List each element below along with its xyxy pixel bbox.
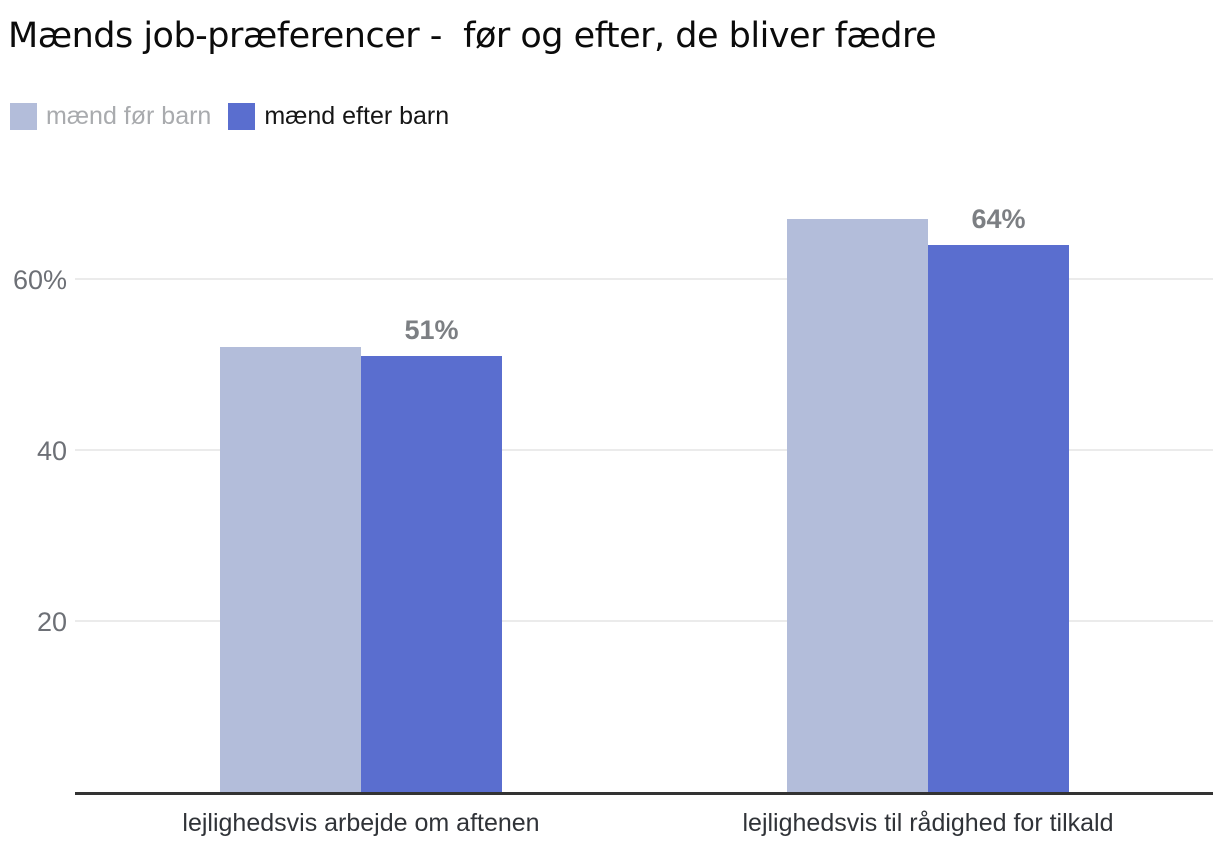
category-label-1: lejlighedsvis arbejde om aftenen xyxy=(182,809,540,837)
legend-item-maend-efter-barn[interactable]: mænd efter barn xyxy=(228,103,449,130)
legend: mænd før barn mænd efter barn xyxy=(10,103,449,130)
y-tick-label-20: 20 xyxy=(36,607,67,637)
legend-swatch-efter-barn xyxy=(228,103,256,130)
bar-maend-foer-barn-group1[interactable] xyxy=(220,347,361,792)
gridline-60 xyxy=(75,278,1213,280)
legend-label-efter-barn: mænd efter barn xyxy=(264,102,450,130)
y-tick-label-40: 40 xyxy=(36,436,67,466)
chart-title: Mænds job-præferencer - før og efter, de… xyxy=(8,16,937,56)
legend-item-maend-foer-barn[interactable]: mænd før barn xyxy=(10,103,211,130)
gridline-20 xyxy=(75,620,1213,622)
legend-swatch-foer-barn xyxy=(10,103,37,130)
bar-value-label-maend-efter-barn-group2: 64% xyxy=(971,203,1026,234)
gridline-40 xyxy=(75,449,1213,451)
bar-maend-foer-barn-group2[interactable] xyxy=(787,219,928,792)
bar-value-label-maend-efter-barn-group1: 51% xyxy=(404,314,459,345)
y-tick-label-60: 60% xyxy=(12,265,67,295)
bar-maend-efter-barn-group1[interactable] xyxy=(361,355,502,792)
bar-maend-efter-barn-group2[interactable] xyxy=(928,244,1069,792)
x-axis-line xyxy=(75,792,1213,795)
category-label-2: lejlighedsvis til rådighed for tilkald xyxy=(742,809,1114,837)
legend-label-foer-barn: mænd før barn xyxy=(46,102,212,130)
